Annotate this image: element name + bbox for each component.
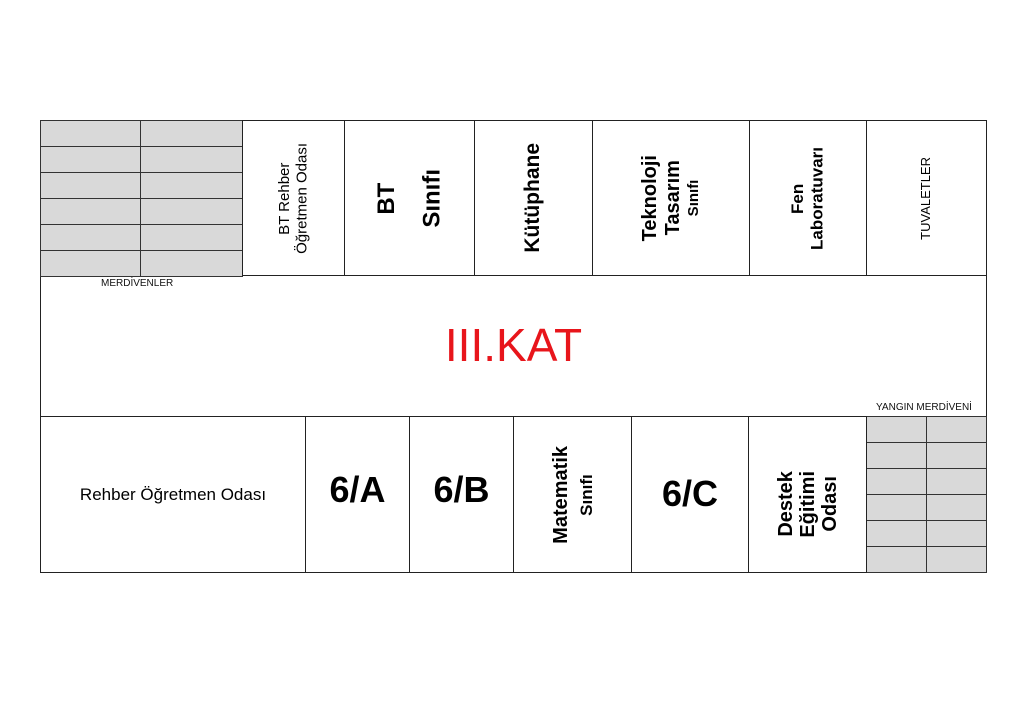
room-label: Kütüphane [521,143,545,253]
corridor: III.KAT [40,275,987,417]
stairs-label: MERDİVENLER [101,278,174,289]
room-label: BT Rehber [276,161,294,235]
room-6a: 6/A [305,416,410,573]
room-label: Matematik [549,445,572,544]
room-label: Destek [774,471,797,538]
stair-step [866,416,927,443]
room-label: Rehber Öğretmen Odası [79,484,267,504]
room-label: Fen [788,182,808,214]
stair-step [866,468,927,495]
room-6c: 6/C [631,416,749,573]
room-label: 6/A [329,468,386,510]
room-teknoloji-tasarim: Teknoloji Tasarım Sınıfı [592,120,750,276]
stair-step [140,224,243,251]
room-destek-egitimi-odasi: Destek Eğitimi Odası [748,416,867,573]
stair-step [926,494,987,521]
room-label: Odası [818,476,841,533]
stair-step [140,198,243,225]
room-label: Tasarım [662,160,685,236]
room-label: Sınıfı [418,168,446,228]
stair-step [866,520,927,547]
room-fen-laboratuvari: Fen Laboratuvarı [749,120,867,276]
stair-step [40,120,141,147]
stair-step [926,416,987,443]
room-label: Öğretmen Odası [293,142,311,254]
stair-step [866,442,927,469]
room-label: Teknoloji [639,154,662,242]
stair-step [40,146,141,173]
room-bt-rehber-ogretmen-odasi: BT Rehber Öğretmen Odası [242,120,345,276]
fire-stairs-label: YANGIN MERDİVENİ [876,402,972,413]
room-label: Sınıfı [685,179,703,217]
stair-step [926,442,987,469]
room-label: Eğitimi [796,471,819,538]
stair-step [140,250,243,277]
room-label: TUVALETLER [918,156,934,240]
room-label: 6/B [433,468,490,510]
room-kutuphane: Kütüphane [474,120,593,276]
room-bt-sinifi: BT Sınıfı [344,120,475,276]
room-label: Laboratuvarı [808,146,827,250]
room-rehber-ogretmen-odasi: Rehber Öğretmen Odası [40,416,306,573]
stair-step [40,172,141,199]
room-matematik-sinifi: Matematik Sınıfı [513,416,632,573]
stair-step [926,520,987,547]
floor-title: III.KAT [444,319,583,371]
stair-step [40,198,141,225]
room-label: BT [372,182,400,214]
stair-step [926,546,987,573]
stair-step [866,494,927,521]
room-tuvaletler: TUVALETLER [866,120,987,276]
stair-step [40,250,141,277]
stair-step [866,546,927,573]
stair-step [140,172,243,199]
stair-step [926,468,987,495]
room-6b: 6/B [409,416,514,573]
stair-step [140,120,243,147]
room-label: 6/C [661,472,719,514]
room-label: Sınıfı [576,473,596,516]
stair-step [40,224,141,251]
stair-step [140,146,243,173]
